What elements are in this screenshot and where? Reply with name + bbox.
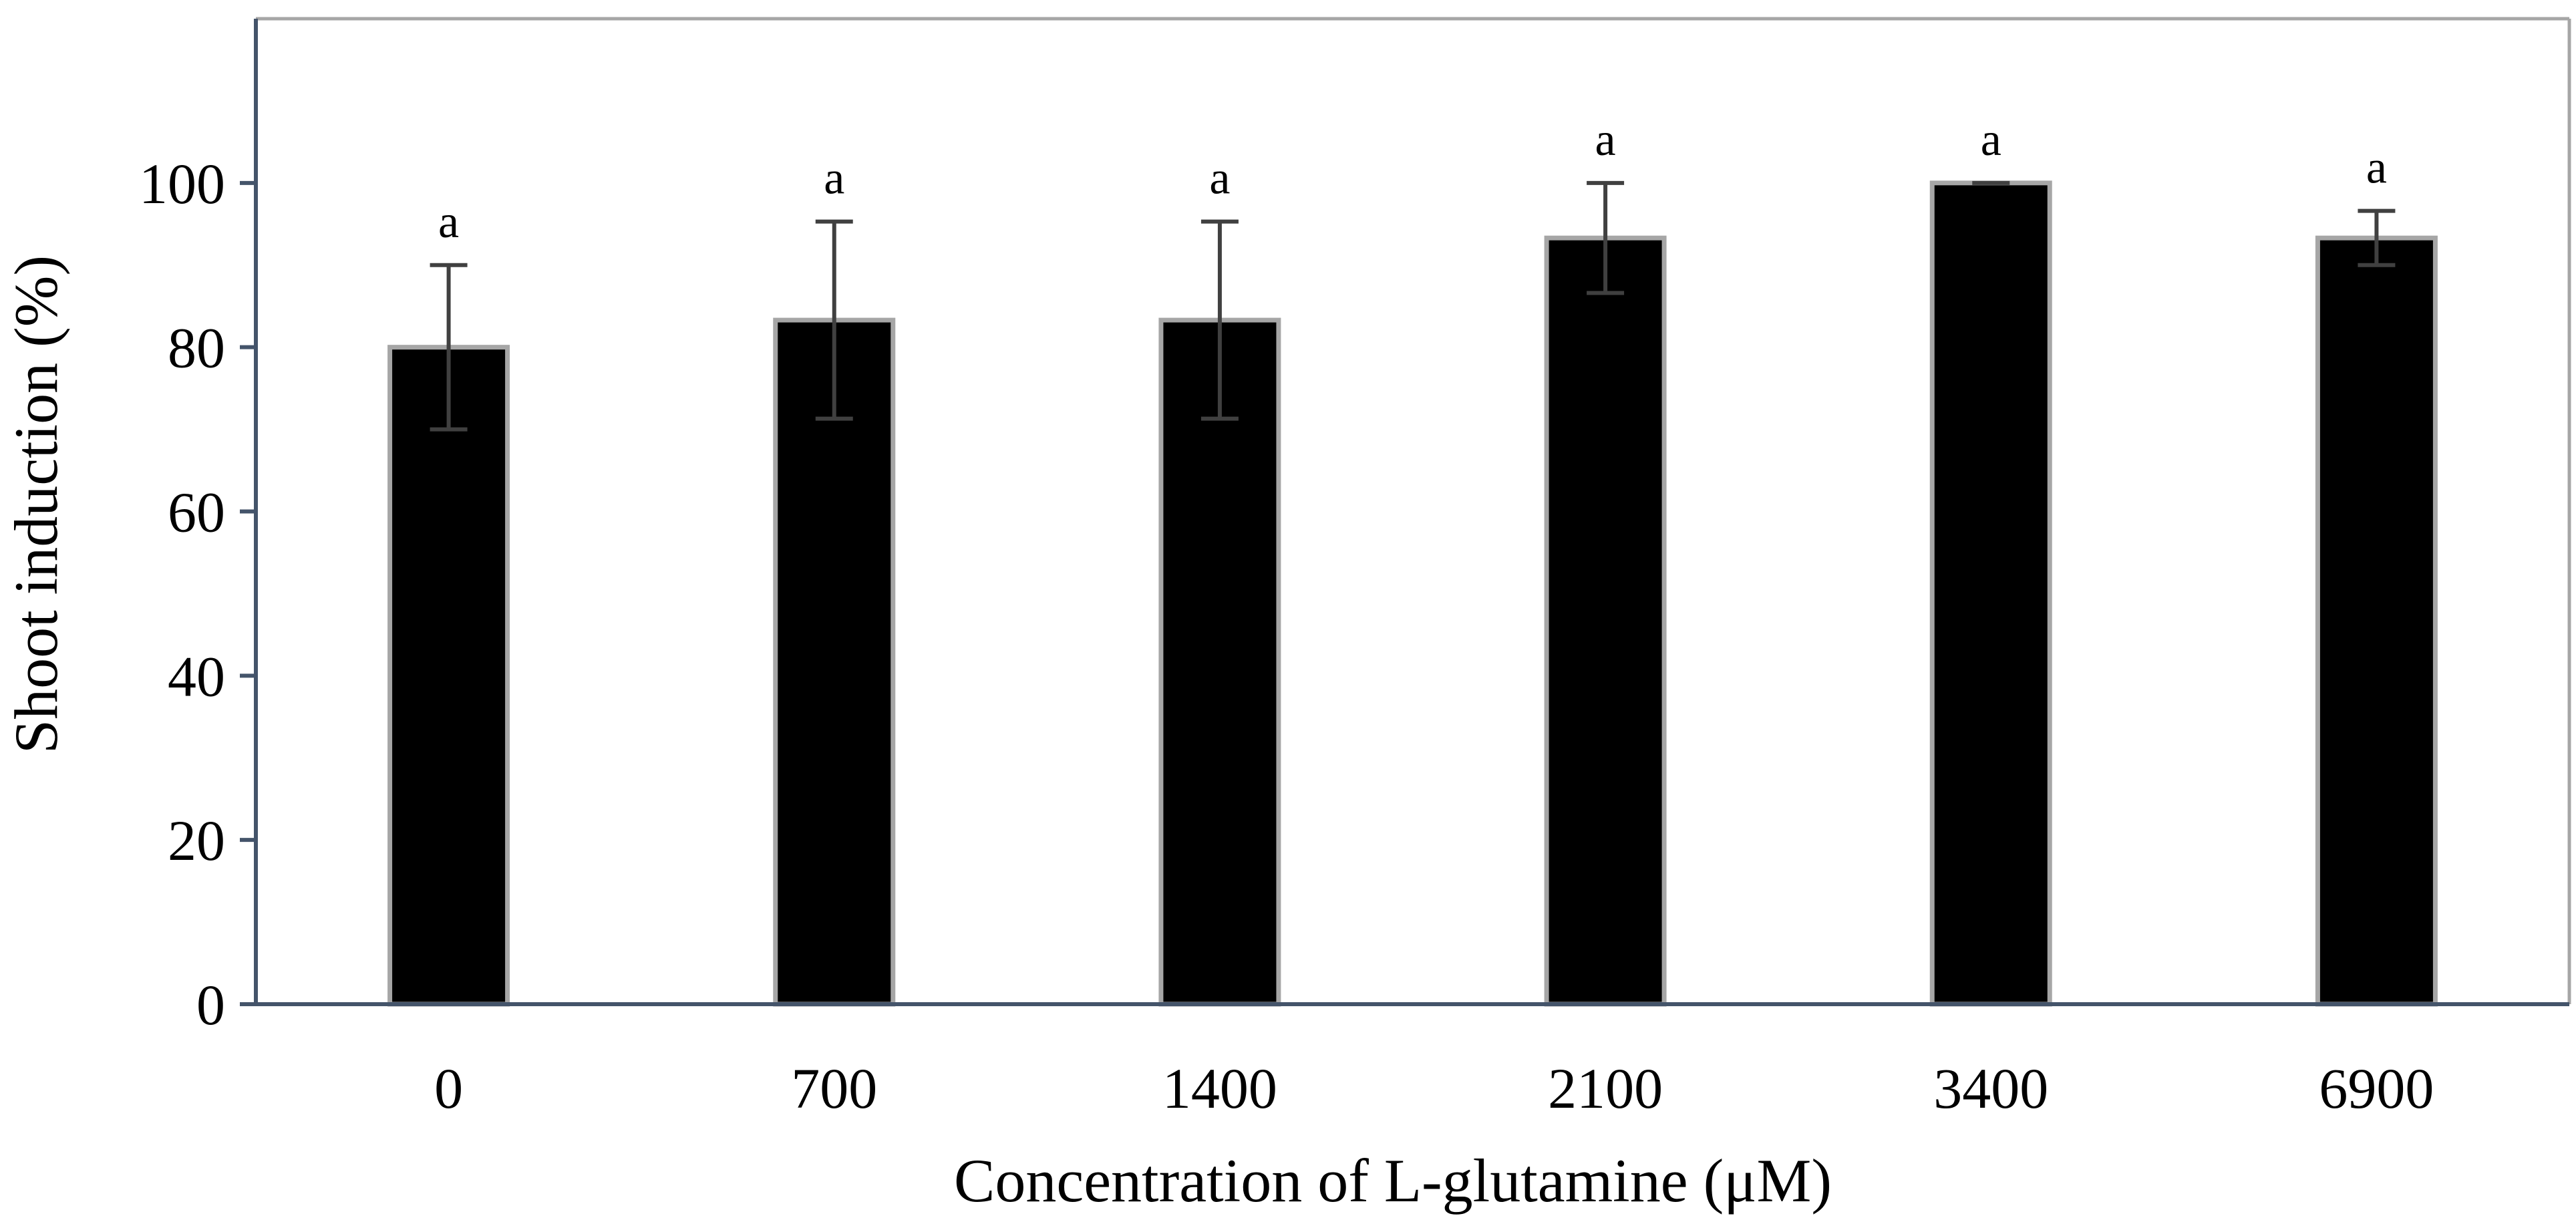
x-tick-label-1400: 1400: [1162, 1056, 1277, 1120]
error-bar-1400: [1200, 219, 1239, 421]
error-bar-700: [815, 219, 853, 421]
significance-label-6900: a: [2366, 142, 2387, 194]
x-tick-label-6900: 6900: [2319, 1056, 2434, 1120]
significance-label-2100: a: [1595, 114, 1616, 166]
y-tick-labels: 0 20 40 60 80 100: [139, 152, 225, 1037]
axes: [240, 19, 2569, 1006]
x-tick-label-2100: 2100: [1548, 1056, 1663, 1120]
x-tick-label-0: 0: [434, 1056, 463, 1120]
x-tick-labels: 0 700 1400 2100 3400 6900: [434, 1056, 2434, 1120]
bar-2100: [1544, 235, 1667, 1007]
y-tick-label-40: 40: [168, 644, 225, 708]
y-axis-label: Shoot induction (%): [2, 255, 70, 754]
error-bars: [430, 180, 2396, 432]
x-tick-label-3400: 3400: [1933, 1056, 2048, 1120]
significance-label-1400: a: [1209, 153, 1230, 204]
significance-labels: a a a a a a: [438, 114, 2387, 248]
bar-0: [387, 345, 510, 1007]
bar-1400: [1158, 317, 1281, 1007]
y-tick-label-20: 20: [168, 808, 225, 873]
y-tick-label-80: 80: [168, 316, 225, 380]
x-axis-label: Concentration of L-glutamine (μM): [954, 1146, 1832, 1215]
bar-700: [773, 317, 896, 1007]
bars: [387, 180, 2438, 1007]
bar-6900: [2315, 235, 2438, 1007]
error-bar-2100: [1587, 180, 1625, 295]
plot-frame: [256, 17, 2571, 1004]
significance-label-3400: a: [1981, 114, 2001, 166]
bar-3400: [1929, 180, 2052, 1007]
error-bar-0: [430, 263, 468, 432]
significance-label-700: a: [824, 153, 844, 204]
error-bar-6900: [2358, 208, 2396, 267]
y-tick-label-60: 60: [168, 480, 225, 545]
y-tick-label-100: 100: [139, 152, 225, 216]
x-tick-label-700: 700: [791, 1056, 877, 1120]
y-tick-label-0: 0: [196, 973, 225, 1037]
significance-label-0: a: [438, 196, 459, 248]
